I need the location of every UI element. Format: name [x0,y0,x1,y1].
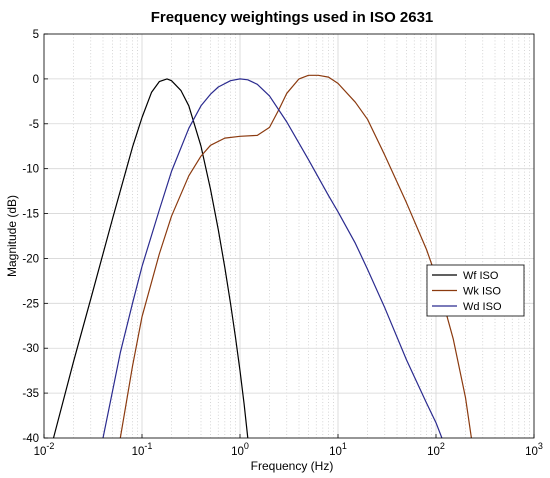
x-tick-label: 10-1 [132,441,153,458]
y-axis-label: Magnitude (dB) [5,195,19,277]
chart-title: Frequency weightings used in ISO 2631 [151,9,434,26]
y-tick-label: -15 [22,209,39,221]
y-tick-label: -20 [22,253,39,265]
x-tick-label: 101 [329,441,347,458]
axis-ticks: 10-2 10-1 100 101 102 103 5 0 -5 -10 -15 -20 -25 -30 -… [22,29,543,458]
legend-label-wd: Wd ISO [463,301,502,313]
y-tick-label: -10 [22,164,39,176]
series-line-wk [119,74,472,439]
x-tick-label: 103 [525,441,543,458]
series-line-wd [102,78,443,439]
legend-label-wk: Wk ISO [463,286,501,298]
y-tick-label: 5 [33,29,39,41]
y-tick-label: -5 [29,119,39,131]
x-tick-label: 100 [231,441,249,458]
x-axis-label: Frequency (Hz) [251,459,334,473]
y-tick-label: -30 [22,343,39,355]
y-tick-label: -25 [22,298,39,310]
series-line-wf [52,78,249,439]
series-lines [52,74,472,439]
legend: Wf ISO Wk ISO Wd ISO [426,264,525,317]
plot-frame [43,33,535,439]
y-tick-label: 0 [33,74,39,86]
x-tick-label: 10-2 [34,441,55,458]
x-tick-label: 102 [427,441,445,458]
y-tick-label: -35 [22,388,39,400]
y-tick-label: -40 [22,433,39,445]
legend-label-wf: Wf ISO [463,270,499,282]
